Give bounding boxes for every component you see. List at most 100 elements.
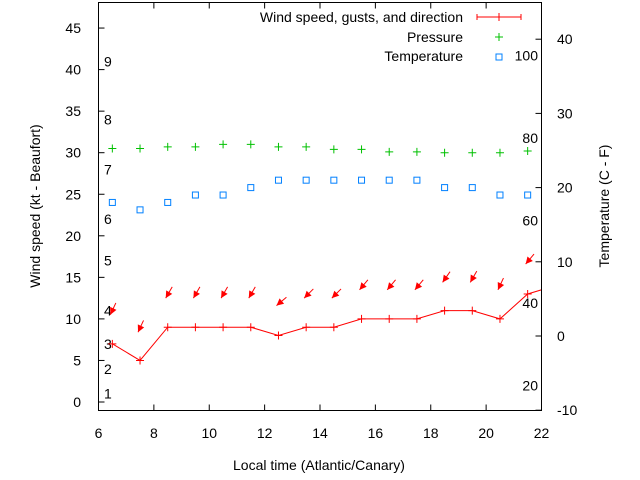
wind-direction-arrowhead xyxy=(442,274,450,283)
temperature-point xyxy=(274,176,282,184)
x-tick-label: 6 xyxy=(95,425,103,441)
wind-speed-point xyxy=(468,306,477,315)
temperature-point xyxy=(468,184,476,192)
wind-direction-arrowhead xyxy=(137,324,145,333)
y2-axis-label: Temperature (C - F) xyxy=(596,145,612,268)
y2-tick-label: 30 xyxy=(557,105,573,121)
y-tick-label: 10 xyxy=(65,311,81,327)
temperature-point xyxy=(330,176,338,184)
legend-swatch-temperature xyxy=(495,53,503,61)
wind-speed-point xyxy=(163,323,172,332)
temperature-point xyxy=(191,191,199,199)
y2-tick-label: -10 xyxy=(557,402,577,418)
tick-labels: 6 8 10 12 14 16 18 20 22051015202530354045-10010… xyxy=(65,20,577,441)
wind-direction-arrowhead xyxy=(110,306,117,315)
y-tick-label: 20 xyxy=(65,228,81,244)
temperature-point xyxy=(524,191,532,199)
pressure-point xyxy=(440,148,449,157)
pressure-point xyxy=(495,148,504,157)
wind-direction-arrowhead xyxy=(359,282,367,290)
legend: Wind speed, gusts, and direction Pressur… xyxy=(260,9,522,64)
legend-swatch-wind xyxy=(476,13,522,21)
temperature-point xyxy=(385,176,393,184)
fahrenheit-label: 40 xyxy=(522,295,538,311)
beaufort-label: 3 xyxy=(104,336,112,352)
temperature-point xyxy=(247,184,255,192)
fahrenheit-label: 100 xyxy=(515,48,539,64)
pressure-point xyxy=(108,144,117,153)
y-tick-label: 45 xyxy=(65,20,81,36)
temperature-point xyxy=(219,191,227,199)
x-tick-label: 22 xyxy=(534,425,550,441)
x-tick-label: 16 xyxy=(368,425,384,441)
temperature-point xyxy=(358,176,366,184)
y-tick-label: 15 xyxy=(65,269,81,285)
wind-speed-point xyxy=(495,314,504,323)
wind-direction-arrowhead xyxy=(193,290,200,299)
x-tick-label: 10 xyxy=(201,425,217,441)
y-tick-label: 25 xyxy=(65,186,81,202)
legend-label-wind: Wind speed, gusts, and direction xyxy=(260,9,463,25)
temperature-point xyxy=(164,198,172,206)
y2-tick-label: 0 xyxy=(557,328,565,344)
temperature-point xyxy=(441,184,449,192)
beaufort-label: 7 xyxy=(104,161,112,177)
y-tick-label: 0 xyxy=(73,394,81,410)
pressure-point xyxy=(136,144,145,153)
fahrenheit-label: 80 xyxy=(522,130,538,146)
wind-direction-arrowhead xyxy=(525,256,533,265)
pressure-point xyxy=(302,142,311,151)
pressure-point xyxy=(163,142,172,151)
beaufort-label: 4 xyxy=(104,303,112,319)
wind-speed-point xyxy=(385,314,394,323)
x-tick-label: 20 xyxy=(478,425,494,441)
wind-direction-arrowhead xyxy=(331,290,340,299)
wind-direction-arrowhead xyxy=(248,290,256,299)
wind-direction-arrowhead xyxy=(276,298,285,306)
wind-direction-arrowhead xyxy=(165,290,173,299)
wind-speed-point xyxy=(440,306,449,315)
y-tick-label: 5 xyxy=(73,352,81,368)
wind-speed-point xyxy=(551,282,559,290)
pressure-point xyxy=(274,142,283,151)
y2-tick-label: 10 xyxy=(557,254,573,270)
axis-ticks xyxy=(98,2,542,411)
x-tick-label: 18 xyxy=(423,425,439,441)
temperature-point xyxy=(108,198,116,206)
pressure-point xyxy=(523,147,532,156)
wind-direction-arrowhead xyxy=(414,282,423,290)
temperature-point xyxy=(413,176,421,184)
temperature-point xyxy=(136,206,144,214)
y-tick-label: 30 xyxy=(65,145,81,161)
wind-direction-arrowhead xyxy=(387,282,395,290)
fahrenheit-label: 60 xyxy=(522,213,538,229)
pressure-point xyxy=(191,142,200,151)
x-tick-label: 12 xyxy=(257,425,273,441)
beaufort-label: 2 xyxy=(104,361,112,377)
wind-speed-point xyxy=(246,323,255,332)
pressure-point xyxy=(246,140,255,149)
temperature-point xyxy=(302,176,310,184)
pressure-point xyxy=(329,145,338,154)
beaufort-label: 8 xyxy=(104,111,112,127)
x-tick-label: 8 xyxy=(150,425,158,441)
wind-speed-point xyxy=(357,314,366,323)
plot-frame xyxy=(98,2,542,411)
temperature-point xyxy=(496,191,504,199)
x-tick-label: 14 xyxy=(312,425,328,441)
wind-speed-point xyxy=(191,323,200,332)
pressure-point xyxy=(385,147,394,156)
legend-label-temperature: Temperature xyxy=(384,48,463,64)
y2-tick-label: 40 xyxy=(557,31,573,47)
beaufort-label: 1 xyxy=(104,386,112,402)
wind-direction-arrowhead xyxy=(497,281,505,290)
wind-direction-arrowhead xyxy=(304,290,312,299)
wind-direction-arrowhead xyxy=(221,290,228,299)
wind-speed-point xyxy=(108,339,117,348)
pressure-point xyxy=(468,148,477,157)
fahrenheit-label: 20 xyxy=(522,377,538,393)
wind-direction-arrowhead xyxy=(470,274,477,283)
wind-speed-point xyxy=(219,323,228,332)
beaufort-label: 5 xyxy=(104,253,112,269)
